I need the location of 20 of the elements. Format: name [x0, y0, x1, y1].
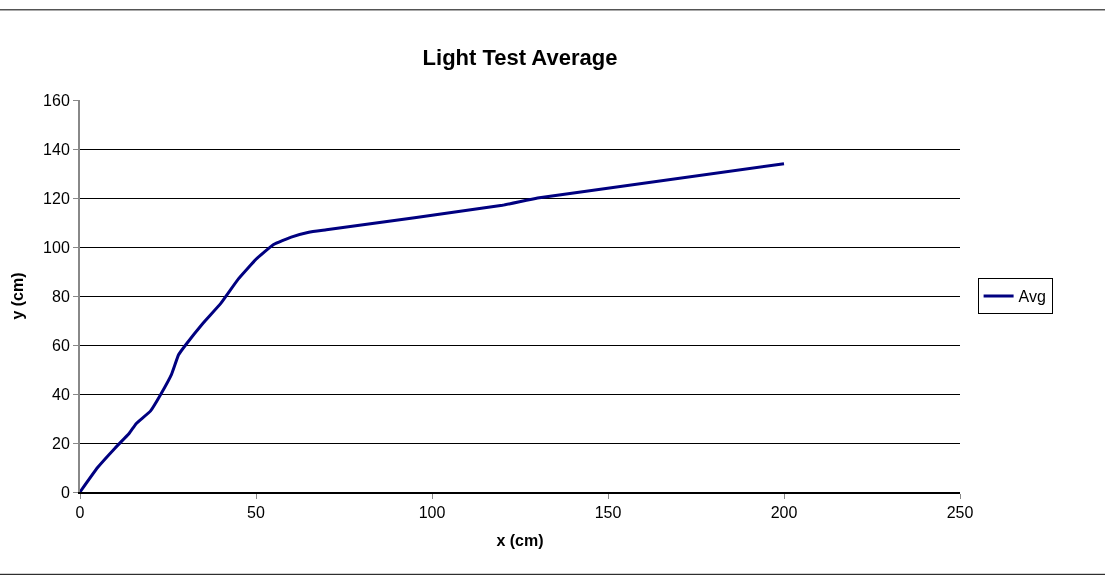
y-tick-label: 120 — [43, 189, 70, 207]
y-tick-label: 80 — [52, 287, 70, 305]
legend-label: Avg — [1018, 288, 1046, 306]
x-tick-label: 100 — [418, 504, 446, 522]
x-tick-label: 250 — [946, 504, 974, 522]
x-tick-label: 150 — [594, 504, 622, 522]
x-tick-label: 50 — [247, 504, 265, 522]
y-tick-label: 0 — [60, 483, 70, 501]
y-axis-title: y (cm) — [9, 272, 27, 320]
y-tick-label: 40 — [52, 385, 70, 403]
y-tick-label: 20 — [52, 434, 70, 452]
chart-title: Light Test Average — [422, 45, 618, 71]
x-tick-label: 200 — [770, 504, 798, 522]
line-series — [80, 162, 786, 492]
x-tick-label: 0 — [75, 504, 85, 522]
y-tick-label: 100 — [43, 238, 70, 256]
y-tick-label: 140 — [43, 140, 70, 158]
y-tick-label: 160 — [43, 91, 70, 109]
y-tick-label: 60 — [52, 336, 70, 354]
x-axis-title: x (cm) — [496, 532, 544, 550]
